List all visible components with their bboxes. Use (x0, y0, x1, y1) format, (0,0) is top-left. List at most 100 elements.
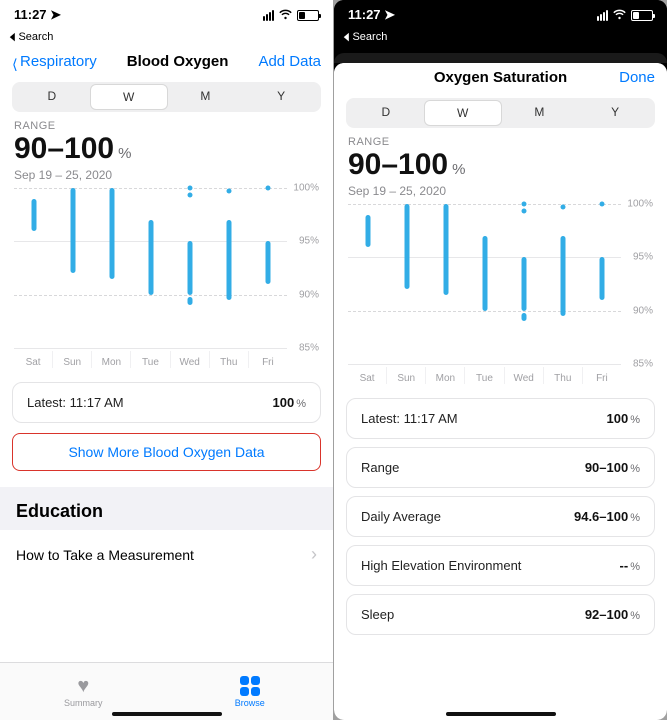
back-to-search[interactable]: ◀Search (0, 30, 333, 47)
battery-icon (631, 10, 653, 21)
range-bar (443, 204, 448, 295)
x-tick-label: Wed (504, 367, 543, 384)
stat-value: 94.6–100% (574, 509, 640, 524)
range-value: 90–100% (334, 148, 667, 182)
range-bar (31, 199, 36, 231)
x-axis: SatSunMonTueWedThuFri (14, 351, 287, 368)
status-bar: 11:27 ➤ (334, 0, 667, 30)
stat-label: Sleep (361, 607, 394, 622)
data-point (187, 186, 192, 191)
chart-day (426, 204, 465, 364)
chevron-left-icon: ◀ (344, 30, 349, 43)
range-bar (148, 220, 153, 295)
home-indicator[interactable] (446, 712, 556, 716)
chart-day (348, 204, 387, 364)
stat-label: Latest: 11:17 AM (361, 411, 458, 426)
time-range-segmented[interactable]: DWMY (12, 82, 321, 112)
stat-card[interactable]: Range90–100% (346, 447, 655, 488)
x-tick-label: Fri (248, 351, 287, 368)
x-axis: SatSunMonTueWedThuFri (348, 367, 621, 384)
add-data-button[interactable]: Add Data (258, 53, 321, 70)
stat-card[interactable]: Latest: 11:17 AM100% (346, 398, 655, 439)
range-bar (521, 313, 526, 322)
segment-m[interactable]: M (502, 100, 578, 126)
stat-label: High Elevation Environment (361, 558, 521, 573)
back-to-search[interactable]: ◀Search (334, 30, 667, 47)
y-tick-label: 85% (299, 343, 319, 354)
sheet-backdrop (334, 47, 667, 63)
range-date: Sep 19 – 25, 2020 (0, 166, 333, 188)
range-date: Sep 19 – 25, 2020 (334, 182, 667, 204)
stat-card[interactable]: High Elevation Environment --% (346, 545, 655, 586)
segment-w[interactable]: W (90, 84, 168, 110)
range-label: RANGE (334, 136, 667, 148)
range-bar (560, 236, 565, 316)
nav-back-button[interactable]: ‹Respiratory (12, 53, 97, 70)
y-tick-label: 90% (633, 305, 653, 316)
gridline (348, 364, 621, 365)
gridline (14, 348, 287, 349)
data-point (265, 186, 270, 191)
stat-card[interactable]: Daily Average94.6–100% (346, 496, 655, 537)
education-row[interactable]: How to Take a Measurement › (0, 530, 333, 579)
data-point (187, 193, 192, 198)
stat-card[interactable]: Sleep 92–100% (346, 594, 655, 635)
data-point (599, 202, 604, 207)
chart-day (248, 188, 287, 348)
home-indicator[interactable] (112, 712, 222, 716)
sheet-title: Oxygen Saturation (434, 69, 567, 86)
chart-day (465, 204, 504, 364)
oxygen-saturation-chart: 85%90%95%100%SatSunMonTueWedThuFri (348, 204, 653, 384)
stat-value: 90–100% (585, 460, 640, 475)
data-point (521, 202, 526, 207)
status-bar: 11:27 ➤ (0, 0, 333, 30)
time-range-segmented[interactable]: DWMY (346, 98, 655, 128)
show-more-data-button[interactable]: Show More Blood Oxygen Data (12, 433, 321, 471)
x-tick-label: Wed (170, 351, 209, 368)
x-tick-label: Mon (425, 367, 464, 384)
segment-y[interactable]: Y (243, 84, 319, 110)
segment-d[interactable]: D (348, 100, 424, 126)
range-bar (404, 204, 409, 289)
sheet-nav: Oxygen Saturation Done (334, 63, 667, 94)
x-tick-label: Tue (464, 367, 503, 384)
stat-value: --% (620, 558, 640, 573)
data-point (521, 209, 526, 214)
done-button[interactable]: Done (605, 69, 655, 86)
grid-icon (240, 676, 260, 696)
chevron-right-icon: › (311, 544, 317, 565)
segment-d[interactable]: D (14, 84, 90, 110)
data-point (226, 189, 231, 194)
latest-reading-card[interactable]: Latest: 11:17 AM 100% (12, 382, 321, 423)
range-bar (265, 241, 270, 284)
x-tick-label: Fri (582, 367, 621, 384)
x-tick-label: Sun (52, 351, 91, 368)
signal-icon (263, 10, 274, 21)
chart-day (387, 204, 426, 364)
x-tick-label: Thu (543, 367, 582, 384)
chart-day (53, 188, 92, 348)
segment-m[interactable]: M (168, 84, 244, 110)
y-tick-label: 85% (633, 359, 653, 370)
chart-day (543, 204, 582, 364)
y-tick-label: 90% (299, 289, 319, 300)
bars-container (348, 204, 621, 364)
x-tick-label: Mon (91, 351, 130, 368)
nav-bar: ‹Respiratory Blood Oxygen Add Data (0, 47, 333, 78)
range-bar (187, 297, 192, 306)
y-tick-label: 100% (627, 199, 653, 210)
segment-w[interactable]: W (424, 100, 502, 126)
chart-day (582, 204, 621, 364)
chart-day (131, 188, 170, 348)
y-tick-label: 95% (299, 236, 319, 247)
location-icon: ➤ (384, 7, 395, 22)
range-bar (521, 257, 526, 310)
stat-value: 92–100% (585, 607, 640, 622)
location-icon: ➤ (50, 7, 61, 22)
chart-day (14, 188, 53, 348)
x-tick-label: Sun (386, 367, 425, 384)
segment-y[interactable]: Y (577, 100, 653, 126)
chevron-left-icon: ◀ (10, 30, 15, 43)
range-value: 90–100% (0, 132, 333, 166)
range-bar (599, 257, 604, 300)
